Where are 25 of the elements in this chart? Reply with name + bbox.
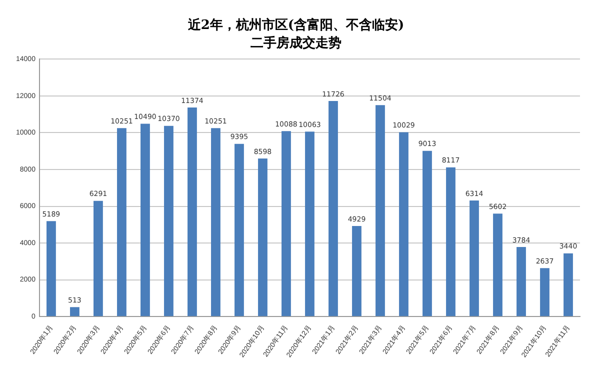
bar (352, 226, 362, 316)
bar (328, 101, 338, 316)
bar (234, 144, 244, 316)
bar (422, 150, 432, 316)
bar (46, 221, 56, 316)
bar (282, 131, 291, 316)
bar (140, 124, 150, 316)
bar (564, 253, 573, 316)
bar (446, 167, 456, 316)
bar (211, 128, 220, 316)
bar (493, 214, 502, 316)
bar (117, 128, 126, 316)
chart-subtitle: 二手房成交走势 (250, 34, 342, 51)
bar (70, 307, 80, 316)
bar (516, 247, 526, 316)
bar (94, 200, 103, 316)
bar (540, 268, 550, 316)
bar (164, 126, 174, 316)
bar (399, 132, 408, 316)
bar (258, 158, 268, 316)
bar (305, 132, 314, 316)
bar (470, 200, 479, 316)
bar (188, 107, 197, 316)
chart-title: 近2年，杭州市区(含富阳、不含临安) (186, 17, 404, 34)
bar (376, 105, 385, 316)
